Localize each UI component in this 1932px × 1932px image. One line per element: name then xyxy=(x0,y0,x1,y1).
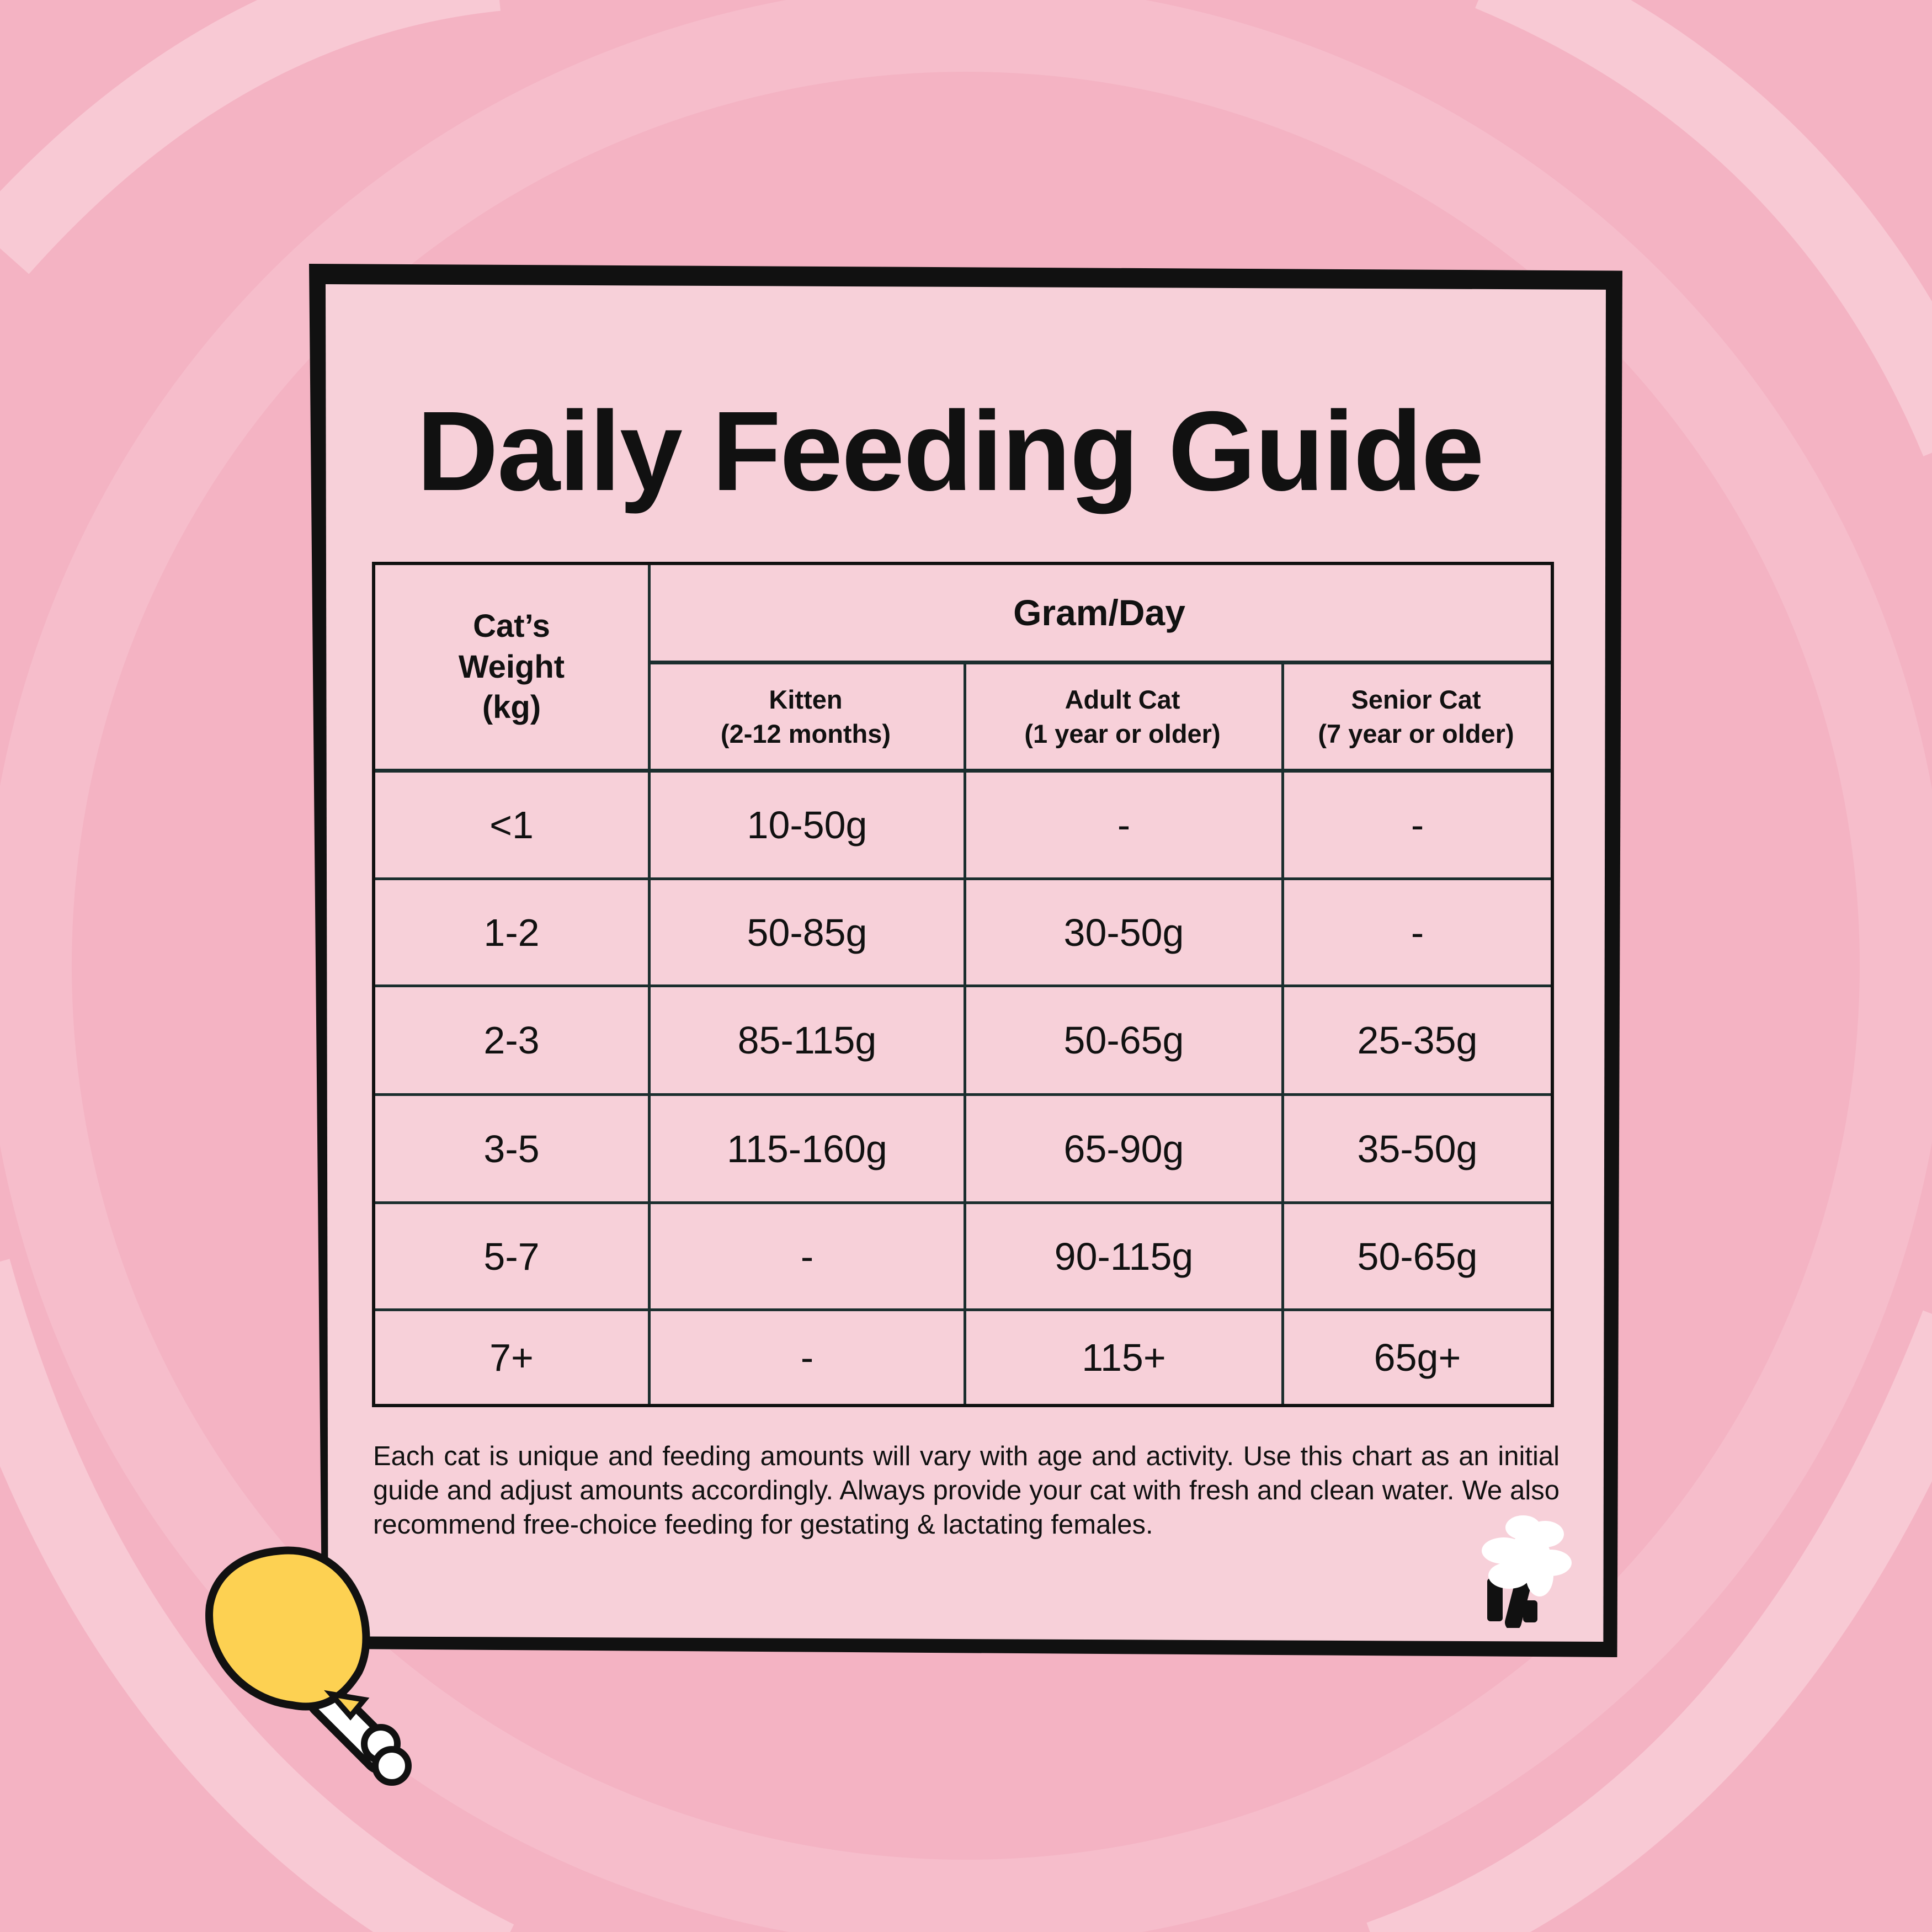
gram-day-header: Gram/Day xyxy=(1013,592,1185,633)
amount-cell: 115+ xyxy=(1082,1336,1166,1379)
column-header-adult: Adult Cat (1 year or older) xyxy=(964,664,1281,769)
amount-cell: - xyxy=(800,1336,814,1379)
palm-tree-icon xyxy=(1482,1515,1572,1628)
feeding-note: Each cat is unique and feeding amounts w… xyxy=(373,1441,1560,1540)
amount-cell: 50-65g xyxy=(1357,1234,1478,1278)
column-sub: (7 year or older) xyxy=(1318,718,1514,748)
amount-cell: - xyxy=(1411,911,1424,954)
weight-cell: 1-2 xyxy=(483,911,540,954)
column-name: Kitten xyxy=(769,685,843,715)
amount-cell: 50-85g xyxy=(747,911,867,954)
amount-cell: 35-50g xyxy=(1357,1127,1478,1170)
amount-cell: - xyxy=(1411,803,1424,847)
weight-cell: 5-7 xyxy=(483,1234,540,1278)
feeding-table: Cat’s Weight (kg) Gram/Day Kitten (2-12 m… xyxy=(372,562,1554,1407)
column-sub: (1 year or older) xyxy=(1024,718,1221,748)
weight-cell: 3-5 xyxy=(483,1127,540,1170)
amount-cell: 115-160g xyxy=(727,1127,887,1170)
column-name: Senior Cat xyxy=(1351,685,1481,715)
chicken-drumstick-icon xyxy=(205,1546,412,1786)
amount-cell: 65-90g xyxy=(1063,1127,1184,1170)
column-name: Adult Cat xyxy=(1065,685,1180,715)
amount-cell: - xyxy=(800,1234,814,1278)
amount-cell: 25-35g xyxy=(1357,1019,1478,1062)
amount-cell: 30-50g xyxy=(1063,911,1184,954)
amount-cell: 50-65g xyxy=(1063,1019,1184,1062)
amount-cell: 10-50g xyxy=(747,803,867,847)
amount-cell: - xyxy=(1117,803,1131,847)
header-line: (kg) xyxy=(482,689,541,726)
column-sub: (2-12 months) xyxy=(720,718,891,748)
column-header-kitten: Kitten (2-12 months) xyxy=(648,664,964,769)
weight-cell: 2-3 xyxy=(483,1019,540,1062)
amount-cell: 65g+ xyxy=(1374,1336,1461,1379)
header-line: Weight xyxy=(458,648,565,685)
weight-cell: 7+ xyxy=(489,1336,534,1379)
weight-cell: <1 xyxy=(489,803,534,847)
page-title: Daily Feeding Guide xyxy=(417,388,1484,514)
amount-cell: 85-115g xyxy=(737,1019,877,1062)
amount-cell: 90-115g xyxy=(1054,1234,1194,1278)
column-header-senior: Senior Cat (7 year or older) xyxy=(1281,664,1551,769)
header-line: Cat’s xyxy=(473,608,550,645)
weight-header: Cat’s Weight (kg) xyxy=(375,565,648,769)
